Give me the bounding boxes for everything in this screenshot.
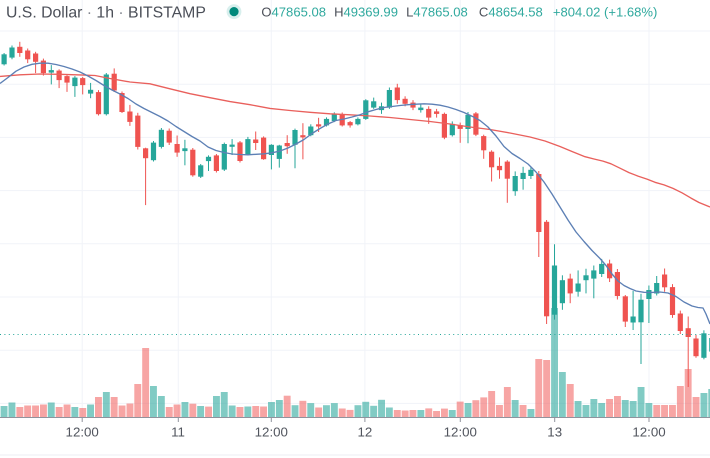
svg-text:12: 12 [358,425,373,440]
svg-text:12:00: 12:00 [66,425,99,440]
svg-text:12:00: 12:00 [632,425,665,440]
svg-text:U.S. Dollar · 1h · BITSTAMP: U.S. Dollar · 1h · BITSTAMP [6,5,206,22]
svg-text:13: 13 [547,425,562,440]
svg-text:11: 11 [171,425,185,440]
svg-text:12:00: 12:00 [444,425,477,440]
svg-text:O47865.08 H49369.99 L47865.08: O47865.08 H49369.99 L47865.08 C48654.58 … [261,5,657,20]
svg-text:12:00: 12:00 [255,425,288,440]
